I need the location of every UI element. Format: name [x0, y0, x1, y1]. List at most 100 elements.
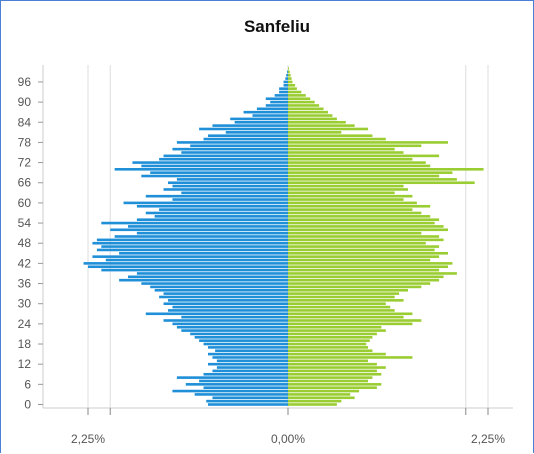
bar-left: [203, 137, 288, 141]
bar-left: [206, 399, 288, 403]
bar-left: [172, 389, 288, 393]
y-tick-label: 66: [18, 176, 32, 190]
bar-left: [208, 362, 288, 366]
bar-left: [203, 342, 288, 346]
bar-left: [168, 309, 288, 312]
bar-right: [288, 104, 320, 107]
bar-left: [92, 241, 288, 245]
bar-right: [288, 198, 404, 201]
bar-right: [288, 346, 368, 349]
bar-left: [145, 211, 288, 215]
bar-right: [288, 80, 293, 84]
bar-left: [176, 178, 288, 181]
y-tick-labels: 0 6 12 18 24 30 36 42 48 54 60 66 72 78 84 90 96: [18, 75, 43, 412]
y-tick-label: 72: [18, 156, 32, 170]
bar-right: [288, 164, 431, 168]
bar-right: [288, 191, 395, 195]
bar-right: [288, 372, 382, 376]
y-tick-label: 30: [18, 297, 32, 311]
bar-left: [203, 372, 288, 376]
bar-left: [105, 258, 289, 262]
y-tick-label: 84: [18, 115, 32, 129]
y-tick-label: 36: [18, 277, 32, 291]
bar-left: [243, 110, 288, 114]
bar-right: [288, 362, 377, 366]
bar-right: [288, 359, 368, 363]
y-tick-label: 60: [18, 196, 32, 210]
bar-left: [172, 147, 288, 151]
bar-right: [288, 258, 431, 262]
bar-right: [288, 292, 400, 295]
bar-left: [136, 231, 288, 235]
bar-left: [208, 346, 288, 349]
bar-right: [288, 285, 422, 289]
bar-left: [136, 272, 288, 275]
bar-left: [208, 352, 288, 356]
bar-right: [288, 161, 426, 164]
bar-left: [225, 131, 288, 134]
bar-right: [288, 137, 386, 141]
bar-left: [203, 386, 288, 389]
chart-title: Sanfeliu: [244, 17, 310, 36]
bar-right: [288, 282, 431, 285]
bar-left: [114, 168, 289, 171]
bar-right: [288, 352, 386, 356]
bar-right: [288, 278, 440, 282]
bar-left: [172, 184, 288, 188]
bar-right: [288, 252, 448, 255]
bar-right: [288, 349, 373, 353]
bar-left: [283, 80, 288, 84]
bar-left: [163, 302, 288, 305]
bar-left: [168, 181, 288, 185]
bar-left: [252, 114, 288, 117]
bar-right: [288, 319, 422, 322]
bar-right: [288, 77, 292, 80]
bar-right: [288, 178, 457, 181]
bar-right: [288, 117, 337, 121]
y-tick-label: 96: [18, 75, 32, 89]
bar-left: [159, 208, 288, 211]
bar-left: [141, 282, 288, 285]
bar-left: [128, 225, 288, 228]
bar-left: [212, 369, 288, 373]
bar-left: [163, 154, 288, 158]
bar-right: [288, 268, 440, 272]
bar-left: [265, 104, 288, 107]
bar-right: [288, 299, 404, 302]
bar-left: [181, 151, 288, 154]
bar-left: [172, 305, 288, 309]
bar-right: [288, 255, 440, 258]
bar-left: [230, 117, 288, 121]
bar-left: [132, 161, 288, 164]
y-tick-label: 42: [18, 256, 32, 270]
bar-right: [288, 171, 453, 174]
bar-left: [265, 97, 288, 101]
y-tick-label: 0: [24, 398, 31, 412]
bar-right: [288, 379, 368, 383]
bar-left: [159, 157, 288, 161]
bar-right: [288, 181, 475, 185]
bar-left: [199, 339, 288, 342]
bar-right: [288, 131, 342, 134]
bar-right: [288, 228, 448, 232]
bar-left: [176, 141, 288, 144]
bar-left: [163, 188, 288, 191]
bar-right: [288, 322, 413, 326]
y-tick-label: 78: [18, 135, 32, 149]
bar-left: [145, 194, 288, 198]
bar-left: [234, 120, 288, 124]
bar-right: [288, 241, 426, 245]
bar-left: [101, 245, 288, 248]
bar-left: [256, 107, 288, 111]
bar-left: [274, 94, 288, 97]
bar-right: [288, 124, 355, 127]
bar-left: [194, 336, 288, 339]
bar-right: [288, 168, 484, 171]
bar-left: [96, 238, 288, 242]
bar-right: [288, 383, 382, 386]
bar-right: [288, 332, 377, 336]
bar-right: [288, 393, 351, 396]
bar-left: [212, 396, 288, 400]
bar-right: [288, 107, 324, 111]
y-tick-label: 12: [18, 357, 32, 371]
